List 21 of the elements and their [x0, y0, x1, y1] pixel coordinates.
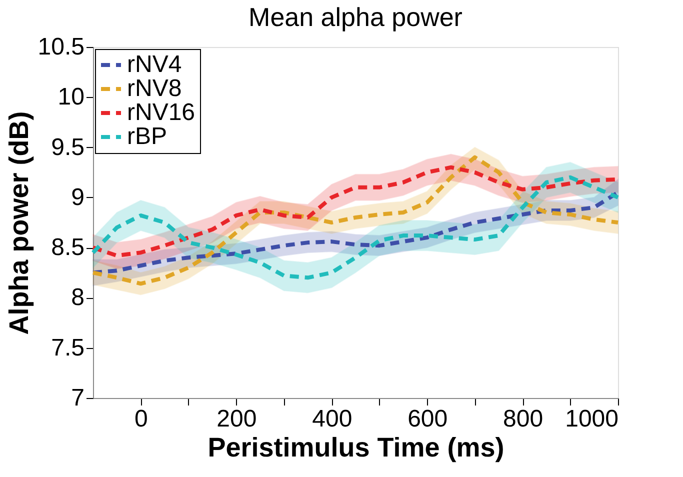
x-tick-label: 400: [312, 406, 352, 432]
chart-title: Mean alpha power: [248, 2, 463, 32]
y-tick-label: 8: [71, 284, 84, 312]
y-tick-label: 8.5: [51, 234, 84, 262]
x-axis-title: Peristimulus Time (ms): [208, 432, 504, 462]
y-tick-label: 10: [58, 84, 84, 111]
y-tick-label: 7: [71, 384, 84, 412]
x-tick-label: 800: [503, 406, 544, 432]
x-tick-label: 600: [408, 406, 448, 432]
x-tick-label: 200: [216, 406, 257, 432]
y-axis-title: Alpha power (dB): [4, 111, 34, 335]
y-tick-label: 9: [71, 184, 84, 211]
legend-label: rNV16: [127, 99, 196, 126]
legend-label: rNV4: [127, 51, 182, 78]
x-tick-label: 0: [134, 406, 148, 432]
legend-label: rNV8: [127, 75, 182, 102]
y-tick-label: 10.5: [38, 34, 84, 60]
y-tick-label: 7.5: [51, 334, 84, 362]
y-tick-label: 9.5: [51, 134, 84, 161]
legend-label: rBP: [127, 123, 168, 150]
x-tick-label: 1000: [565, 406, 618, 432]
